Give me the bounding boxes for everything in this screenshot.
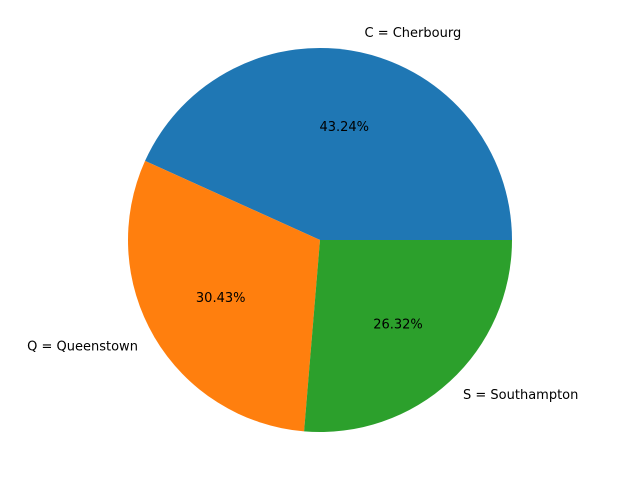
pie-slice-2 xyxy=(304,240,512,433)
pie-slice-1 xyxy=(127,160,320,432)
pct-label-1: 30.43% xyxy=(196,291,246,306)
pie-slices xyxy=(127,47,512,433)
pie-slice-0 xyxy=(145,47,512,240)
slice-label-0: C = Cherbourg xyxy=(364,26,461,41)
pct-label-2: 26.32% xyxy=(373,317,423,332)
slice-labels: C = Cherbourg Q = Queenstown S = Southampt… xyxy=(27,26,578,403)
pct-label-0: 43.24% xyxy=(319,120,369,135)
slice-label-2: S = Southampton xyxy=(463,388,578,403)
percentage-labels: 43.24% 30.43% 26.32% xyxy=(196,120,423,332)
slice-label-1: Q = Queenstown xyxy=(27,340,138,355)
